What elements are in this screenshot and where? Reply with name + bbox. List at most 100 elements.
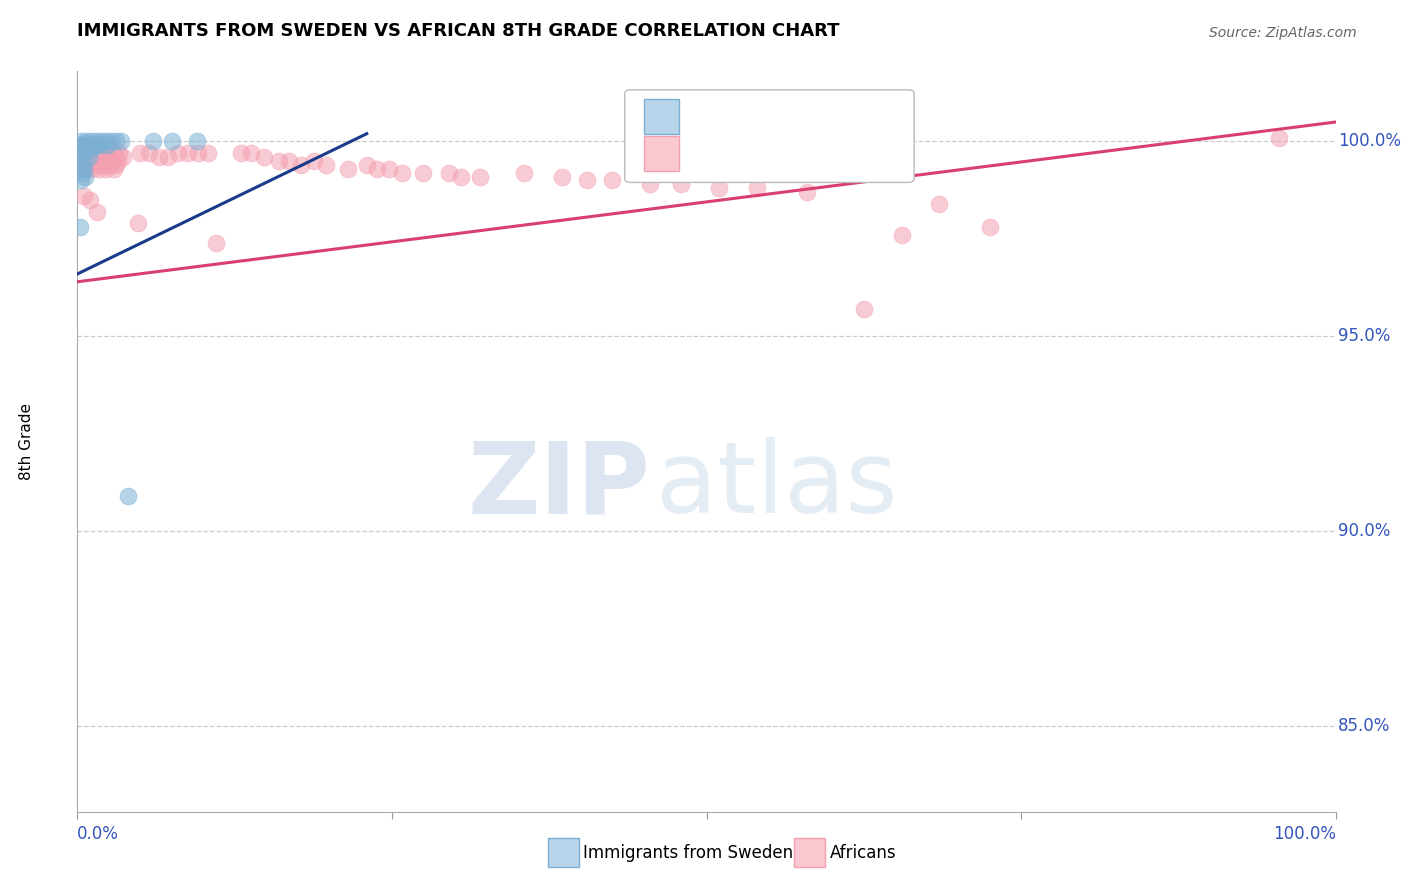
Point: [513, 166, 536, 180]
Point: [267, 153, 290, 168]
Text: Immigrants from Sweden: Immigrants from Sweden: [583, 844, 793, 862]
Text: R = 0.370   N = 75: R = 0.370 N = 75: [696, 143, 868, 161]
Point: [80, 135, 103, 149]
Text: 90.0%: 90.0%: [1339, 522, 1391, 541]
Point: [148, 150, 170, 164]
Point: [1268, 130, 1291, 145]
Point: [72, 189, 94, 203]
Point: [87, 146, 110, 161]
Point: [84, 138, 107, 153]
Point: [450, 169, 472, 184]
Point: [86, 142, 108, 156]
Point: [70, 158, 93, 172]
Text: 100.0%: 100.0%: [1272, 825, 1336, 843]
Point: [979, 220, 1001, 235]
Point: [90, 135, 112, 149]
Point: [600, 173, 623, 187]
Point: [90, 138, 112, 153]
Bar: [644, 99, 679, 135]
Point: [75, 150, 97, 164]
Point: [84, 135, 107, 149]
Text: 95.0%: 95.0%: [1339, 327, 1391, 345]
Point: [75, 135, 97, 149]
Point: [177, 146, 200, 161]
Point: [229, 146, 252, 161]
Point: [391, 166, 413, 180]
Point: [302, 153, 325, 168]
Point: [796, 185, 818, 199]
Point: [80, 161, 103, 176]
Point: [197, 146, 219, 161]
Point: [73, 169, 96, 184]
Point: [77, 138, 100, 153]
Point: [111, 150, 134, 164]
Point: [97, 150, 120, 164]
Text: 8th Grade: 8th Grade: [20, 403, 35, 480]
Point: [72, 142, 94, 156]
Point: [129, 146, 152, 161]
Point: [96, 135, 118, 149]
Point: [79, 193, 101, 207]
Point: [98, 158, 121, 172]
Point: [315, 158, 337, 172]
Point: [70, 135, 93, 149]
Point: [437, 166, 460, 180]
Point: [86, 204, 108, 219]
Point: [575, 173, 598, 187]
Point: [167, 146, 190, 161]
Point: [160, 135, 183, 149]
Point: [638, 178, 661, 192]
Text: IMMIGRANTS FROM SWEDEN VS AFRICAN 8TH GRADE CORRELATION CHART: IMMIGRANTS FROM SWEDEN VS AFRICAN 8TH GR…: [77, 22, 839, 40]
Point: [73, 161, 96, 176]
Point: [70, 142, 93, 156]
Text: Africans: Africans: [830, 844, 896, 862]
Point: [72, 146, 94, 161]
Point: [82, 146, 104, 161]
Point: [890, 227, 912, 242]
Point: [100, 153, 122, 168]
Point: [70, 173, 93, 187]
Point: [90, 150, 112, 164]
Point: [96, 161, 118, 176]
Point: [84, 158, 107, 172]
Point: [72, 138, 94, 153]
Point: [551, 169, 574, 184]
FancyBboxPatch shape: [624, 90, 914, 183]
Point: [80, 142, 103, 156]
Point: [745, 181, 768, 195]
Point: [77, 150, 100, 164]
Point: [107, 153, 129, 168]
Text: R = 0.266   N = 33: R = 0.266 N = 33: [696, 105, 868, 123]
Point: [204, 235, 226, 250]
Point: [104, 150, 127, 164]
Text: Source: ZipAtlas.com: Source: ZipAtlas.com: [1209, 26, 1357, 40]
Point: [366, 161, 388, 176]
Point: [138, 146, 160, 161]
Point: [83, 138, 105, 153]
Point: [110, 135, 132, 149]
Point: [240, 146, 263, 161]
Point: [79, 142, 101, 156]
Point: [93, 153, 115, 168]
Point: [76, 138, 98, 153]
Point: [105, 135, 128, 149]
Text: atlas: atlas: [657, 437, 898, 534]
Text: 100.0%: 100.0%: [1339, 133, 1402, 151]
Point: [707, 181, 730, 195]
Point: [79, 153, 101, 168]
Point: [156, 150, 179, 164]
Point: [94, 146, 117, 161]
Point: [336, 161, 359, 176]
Point: [87, 161, 110, 176]
Text: 85.0%: 85.0%: [1339, 717, 1391, 735]
Point: [142, 135, 165, 149]
Point: [79, 138, 101, 153]
Point: [86, 153, 108, 168]
Point: [103, 161, 125, 176]
Point: [671, 178, 693, 192]
Point: [117, 489, 139, 503]
Point: [75, 142, 97, 156]
Point: [69, 220, 91, 235]
Bar: [644, 136, 679, 171]
Point: [100, 135, 122, 149]
